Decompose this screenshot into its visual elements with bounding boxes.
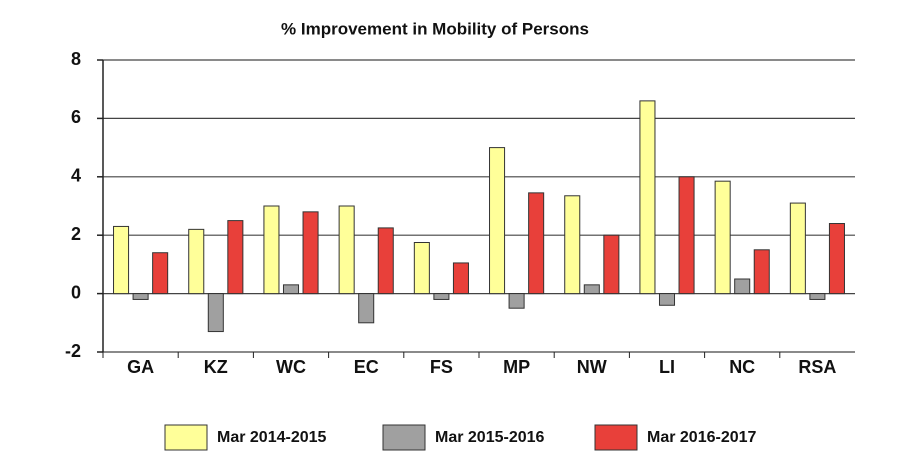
bar	[753, 249, 770, 295]
bar	[227, 220, 244, 295]
y-tick-label: 4	[71, 166, 81, 186]
bar	[603, 234, 620, 295]
bar	[302, 211, 319, 295]
bar	[413, 242, 430, 295]
bar	[433, 293, 450, 300]
bar	[207, 293, 224, 333]
legend-label: Mar 2014-2015	[217, 429, 327, 446]
y-tick-label: 8	[71, 49, 81, 69]
bar	[583, 284, 600, 295]
x-tick-label: FS	[430, 357, 453, 377]
bar	[639, 100, 656, 295]
bar	[152, 252, 169, 295]
bar	[678, 176, 695, 295]
bar	[528, 192, 545, 295]
bar	[282, 284, 300, 295]
legend-swatch	[382, 424, 426, 451]
y-tick-label: -2	[65, 341, 81, 361]
bar	[789, 202, 806, 295]
bar	[358, 293, 375, 324]
x-tick-label: MP	[503, 357, 530, 377]
bar	[809, 293, 826, 300]
bar	[263, 205, 280, 295]
x-tick-label: RSA	[798, 357, 836, 377]
bar	[658, 293, 676, 306]
x-tick-label: NW	[577, 357, 607, 377]
bar	[828, 223, 845, 295]
y-tick-label: 6	[71, 107, 81, 127]
x-tick-label: KZ	[204, 357, 228, 377]
bar	[489, 147, 506, 295]
legend-label: Mar 2015-2016	[435, 429, 545, 446]
bar	[452, 262, 469, 295]
bar	[564, 195, 581, 295]
x-tick-label: WC	[276, 357, 306, 377]
chart-title: % Improvement in Mobility of Persons	[281, 19, 589, 38]
x-tick-label: GA	[127, 357, 154, 377]
bar	[714, 180, 731, 295]
bar	[377, 227, 394, 295]
bar	[132, 293, 149, 300]
legend-swatch	[594, 424, 638, 451]
bar	[734, 278, 751, 295]
x-tick-label: LI	[659, 357, 675, 377]
legend-label: Mar 2016-2017	[647, 429, 757, 446]
bar	[508, 293, 525, 309]
x-tick-label: NC	[729, 357, 755, 377]
bar	[338, 205, 355, 295]
y-tick-label: 2	[71, 224, 81, 244]
y-tick-label: 0	[71, 282, 81, 302]
x-tick-label: EC	[354, 357, 379, 377]
bar	[188, 228, 205, 295]
bar	[113, 225, 130, 295]
legend-swatch	[164, 424, 208, 451]
